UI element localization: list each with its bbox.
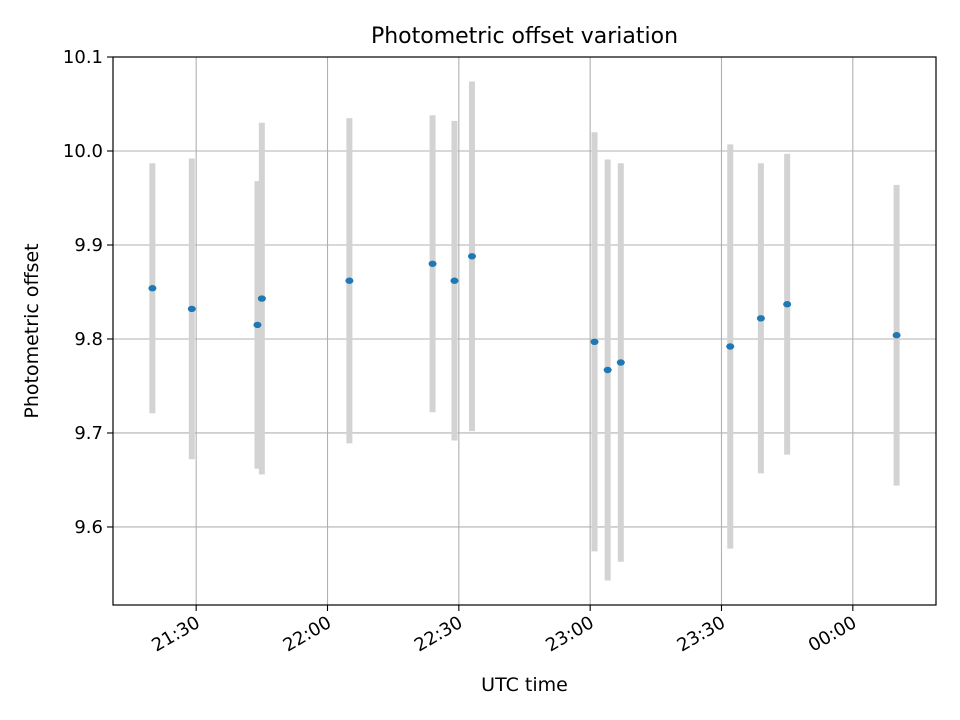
y-tick-label: 9.8	[74, 329, 103, 350]
data-point	[726, 343, 735, 350]
data-point	[756, 315, 765, 322]
data-point	[428, 260, 437, 267]
data-point	[467, 253, 476, 260]
data-point	[603, 366, 612, 374]
plot-frame	[112, 56, 937, 606]
data-point	[257, 295, 266, 302]
data-point	[892, 332, 901, 339]
data-points	[148, 253, 901, 374]
data-point	[590, 338, 599, 346]
data-point	[148, 285, 157, 292]
y-tick-label: 10.1	[63, 47, 103, 68]
y-tick-label: 9.6	[74, 517, 103, 538]
y-tick-label: 10.0	[63, 141, 103, 162]
data-point	[783, 301, 792, 308]
data-point	[450, 277, 459, 284]
chart-title: Photometric offset variation	[371, 24, 678, 49]
y-tick-label: 9.7	[74, 423, 103, 444]
y-axis: 9.6 9.7 9.8 9.9 10.0 10.1	[63, 47, 113, 538]
y-axis-label: Photometric offset	[21, 243, 43, 418]
data-point	[187, 305, 196, 313]
data-point	[253, 321, 262, 329]
data-point	[345, 277, 354, 284]
y-tick-label: 9.9	[74, 235, 103, 256]
x-axis-label: UTC time	[481, 674, 568, 696]
data-point	[616, 359, 625, 366]
